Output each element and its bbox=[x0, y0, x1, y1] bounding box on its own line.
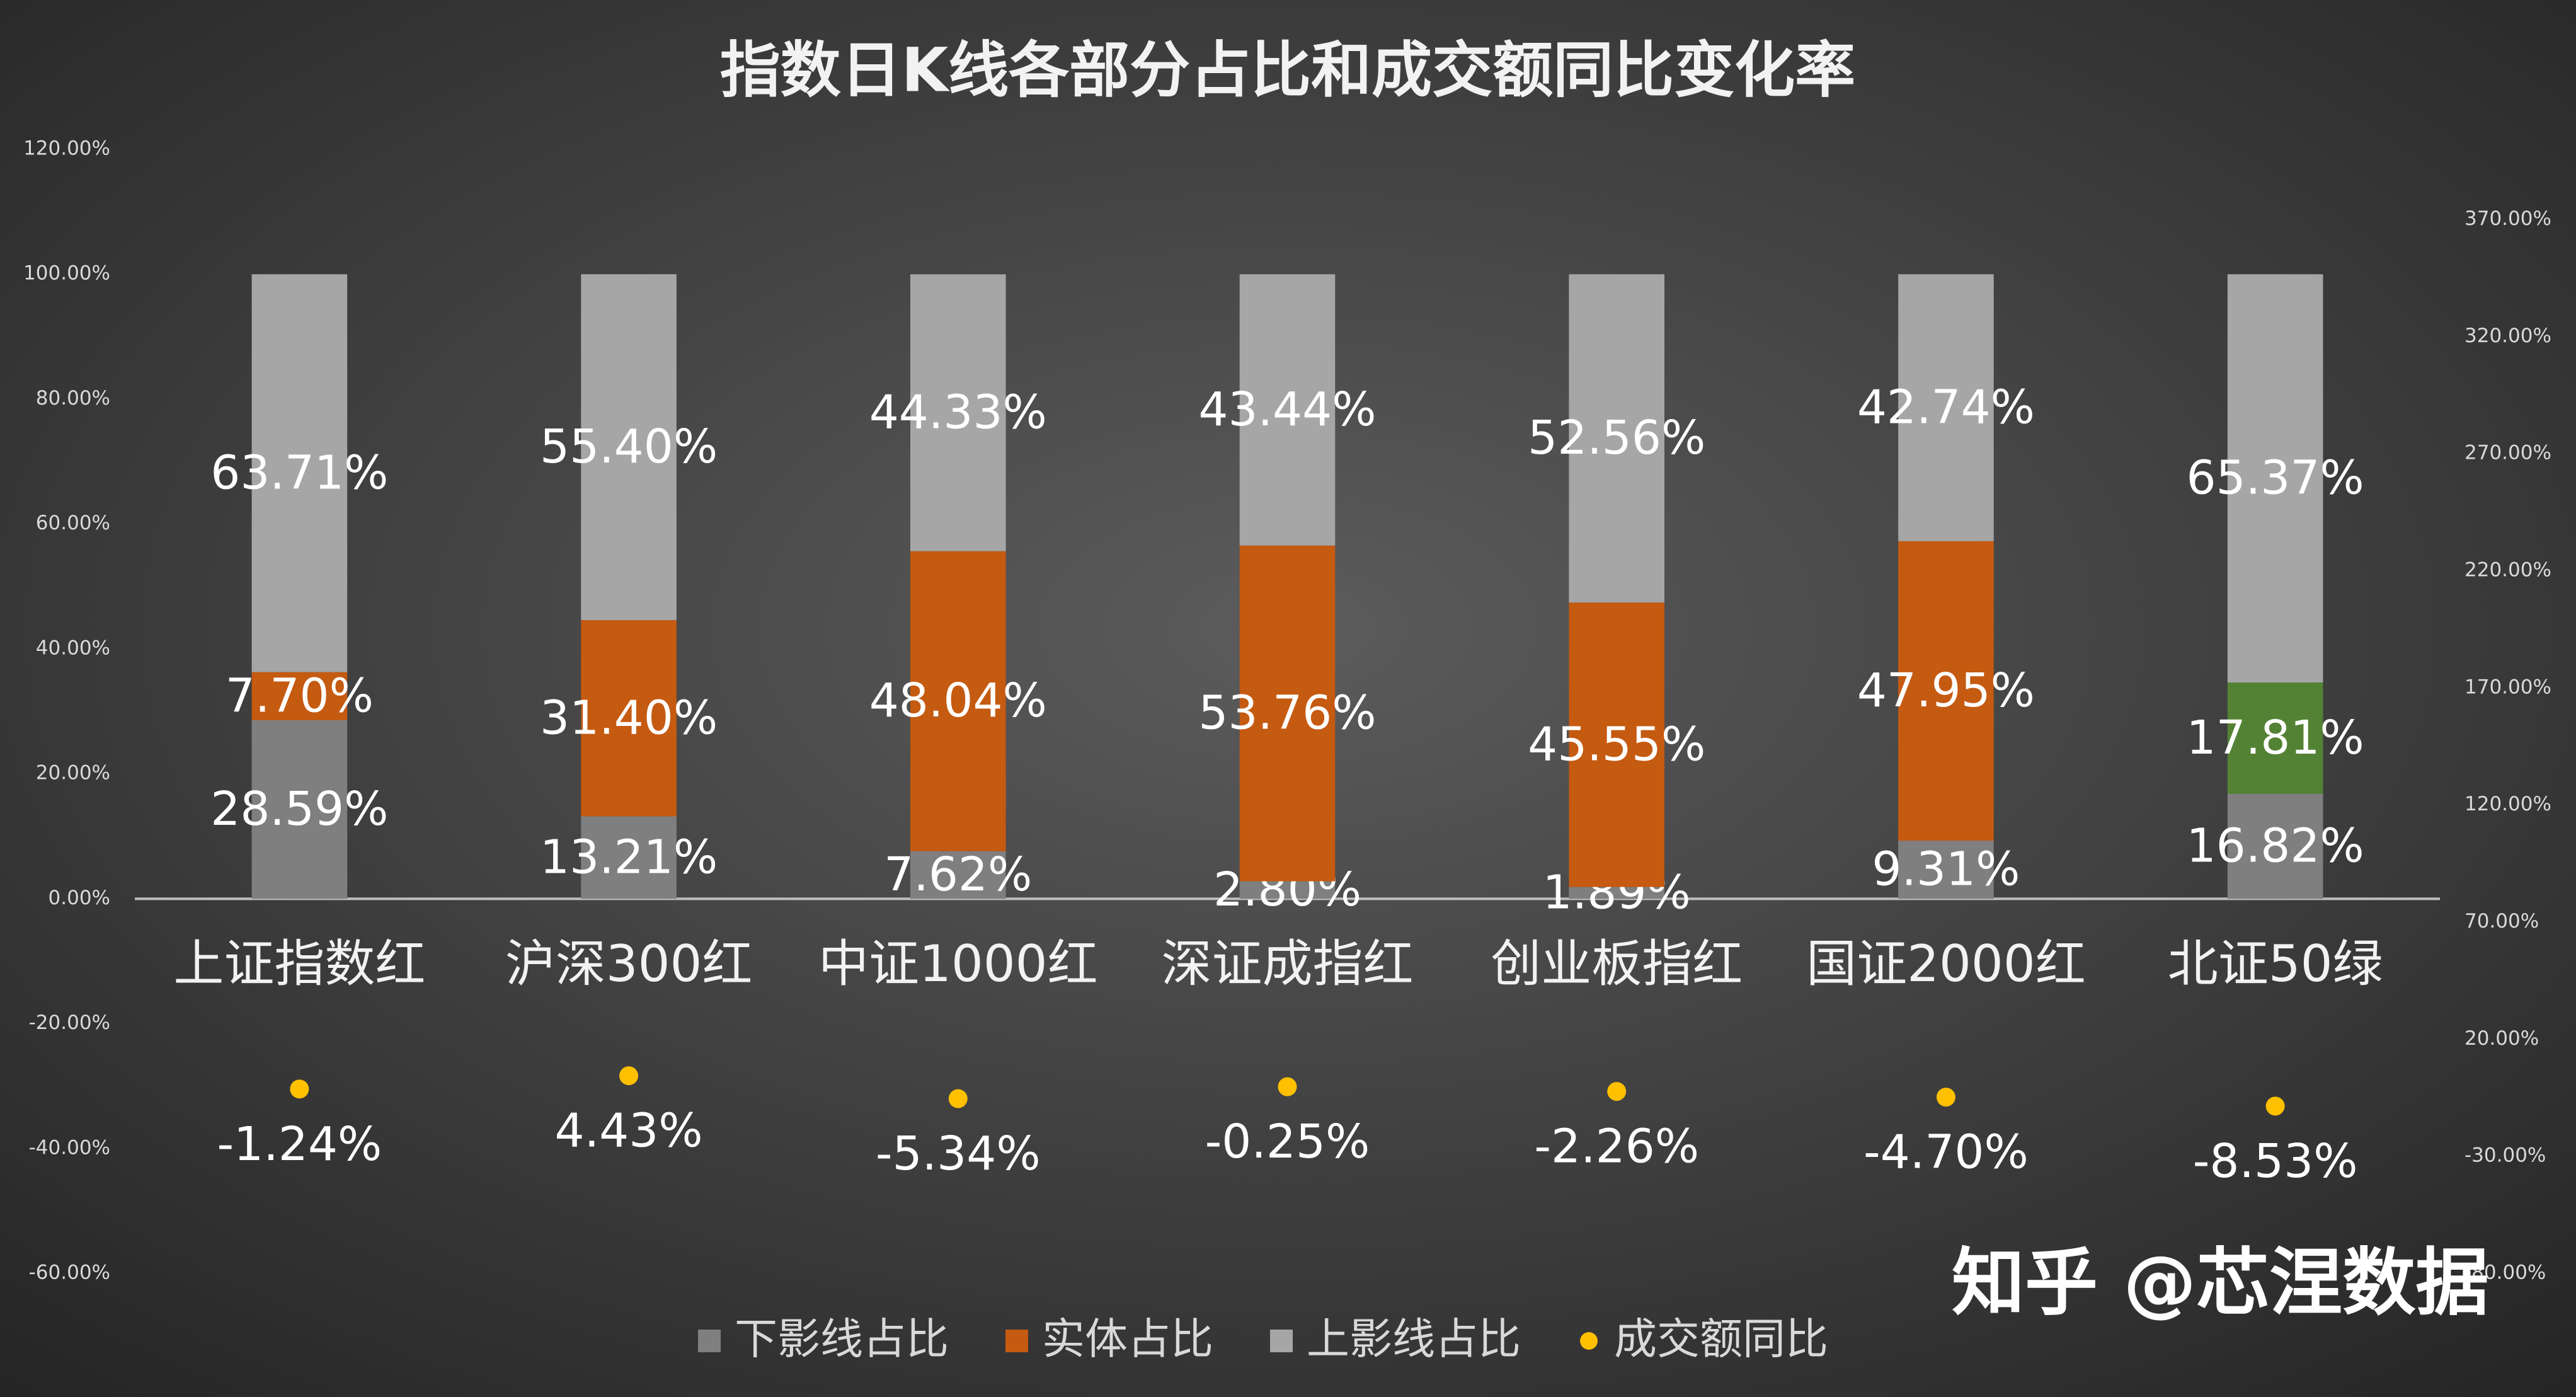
x-tick-label: 沪深300红 bbox=[505, 934, 753, 993]
data-label: 43.44% bbox=[1198, 382, 1376, 437]
data-label: 7.70% bbox=[226, 669, 374, 723]
data-label: 16.82% bbox=[2187, 819, 2364, 873]
bar-segment bbox=[1898, 541, 1994, 841]
bar-segment bbox=[910, 851, 1006, 899]
bar-segment bbox=[251, 720, 348, 899]
y2-tick-label: 270.00% bbox=[2464, 442, 2551, 464]
y-tick-label: -20.00% bbox=[29, 1011, 110, 1034]
scatter-point bbox=[619, 1066, 639, 1086]
data-label: 52.56% bbox=[1528, 411, 1705, 465]
legend-label: 成交额同比 bbox=[1614, 1315, 1828, 1365]
legend-label: 下影线占比 bbox=[735, 1315, 949, 1365]
data-label: 42.74% bbox=[1857, 381, 2035, 435]
data-label: 28.59% bbox=[210, 782, 388, 836]
scatter-point bbox=[1278, 1077, 1297, 1096]
bar-segment bbox=[581, 620, 677, 817]
bar-segment bbox=[581, 274, 677, 621]
scatter-point bbox=[2265, 1096, 2285, 1116]
data-label: 13.21% bbox=[540, 830, 718, 884]
data-label: 47.95% bbox=[1857, 664, 2035, 718]
bar-segment bbox=[2227, 682, 2323, 794]
bar-segment bbox=[910, 551, 1006, 851]
x-tick-label: 北证50绿 bbox=[2168, 934, 2383, 993]
legend-marker bbox=[698, 1330, 721, 1352]
data-label: 53.76% bbox=[1198, 686, 1376, 740]
bar-segment bbox=[581, 816, 677, 899]
y-tick-label: 100.00% bbox=[23, 262, 110, 285]
x-tick-label: 深证成指红 bbox=[1162, 934, 1414, 993]
data-label: 44.33% bbox=[869, 386, 1047, 440]
legend-label: 实体占比 bbox=[1042, 1315, 1213, 1365]
bar-segment bbox=[1239, 274, 1336, 546]
data-label: 4.43% bbox=[555, 1104, 703, 1158]
y2-tick-label: -80.00% bbox=[2464, 1262, 2546, 1284]
data-label: -4.70% bbox=[1863, 1125, 2029, 1180]
y-tick-label: 120.00% bbox=[23, 137, 110, 160]
bar-segment bbox=[2227, 793, 2323, 899]
y-tick-label: -40.00% bbox=[29, 1136, 110, 1159]
data-label: 45.55% bbox=[1528, 717, 1705, 771]
data-label: 7.62% bbox=[884, 848, 1032, 902]
y2-tick-label: 120.00% bbox=[2464, 793, 2551, 815]
x-tick-label: 上证指数红 bbox=[173, 934, 425, 993]
y-tick-label: 60.00% bbox=[36, 512, 110, 534]
data-label: 63.71% bbox=[210, 446, 388, 500]
y2-tick-label: 320.00% bbox=[2464, 325, 2551, 347]
data-label: 55.40% bbox=[540, 420, 718, 474]
y-tick-label: -60.00% bbox=[29, 1262, 110, 1284]
scatter-point bbox=[948, 1089, 968, 1108]
data-label: 17.81% bbox=[2187, 711, 2364, 765]
x-tick-label: 国证2000红 bbox=[1806, 934, 2086, 993]
watermark: 知乎 @芯涅数据 bbox=[1952, 1241, 2488, 1326]
y2-tick-label: 170.00% bbox=[2464, 676, 2551, 698]
y2-tick-label: 70.00% bbox=[2464, 910, 2539, 933]
bar-segment bbox=[251, 274, 348, 672]
bar-segment bbox=[1898, 274, 1994, 541]
y2-tick-label: -30.00% bbox=[2464, 1144, 2546, 1167]
bar-segment bbox=[2227, 274, 2323, 683]
bar-segment bbox=[1569, 274, 1665, 603]
data-label: 9.31% bbox=[1872, 842, 2020, 897]
y2-tick-label: 20.00% bbox=[2464, 1027, 2539, 1050]
y-tick-label: 0.00% bbox=[49, 887, 110, 909]
data-label: -8.53% bbox=[2193, 1134, 2358, 1188]
chart-title: 指数日K线各部分占比和成交额同比变化率 bbox=[720, 35, 1855, 105]
bar-segment bbox=[1898, 841, 1994, 899]
y2-tick-label: 370.00% bbox=[2464, 207, 2551, 230]
y-tick-label: 80.00% bbox=[36, 387, 110, 410]
legend-marker bbox=[1580, 1332, 1598, 1350]
bar-segment bbox=[1239, 545, 1336, 882]
x-tick-label: 中证1000红 bbox=[818, 934, 1098, 993]
data-label: -5.34% bbox=[876, 1127, 1041, 1181]
x-tick-label: 创业板指红 bbox=[1491, 934, 1743, 993]
bar-segment bbox=[1569, 602, 1665, 887]
legend-marker bbox=[1005, 1330, 1029, 1352]
scatter-point bbox=[290, 1079, 309, 1099]
data-label: -1.24% bbox=[217, 1117, 382, 1171]
data-label: -2.26% bbox=[1534, 1120, 1699, 1174]
y2-tick-label: 220.00% bbox=[2464, 559, 2551, 582]
data-label: 31.40% bbox=[540, 691, 718, 745]
legend-marker bbox=[1270, 1330, 1293, 1352]
data-label: 48.04% bbox=[869, 674, 1047, 728]
bar-segment bbox=[1569, 887, 1665, 899]
bar-segment bbox=[251, 672, 348, 720]
data-label: 65.37% bbox=[2187, 451, 2364, 505]
scatter-point bbox=[1607, 1082, 1627, 1101]
data-label: -0.25% bbox=[1205, 1115, 1370, 1169]
y-tick-label: 20.00% bbox=[36, 762, 110, 785]
legend-label: 上影线占比 bbox=[1307, 1315, 1521, 1365]
scatter-point bbox=[1936, 1088, 1955, 1107]
y-tick-label: 40.00% bbox=[36, 636, 110, 659]
bar-segment bbox=[910, 274, 1006, 551]
bar-segment bbox=[1239, 881, 1336, 899]
